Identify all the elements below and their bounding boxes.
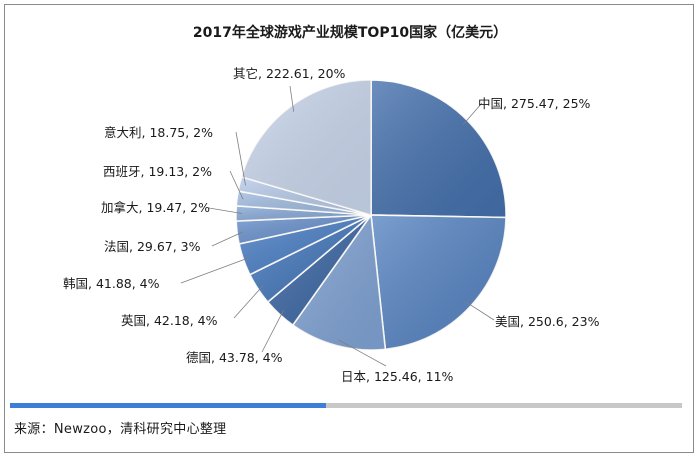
slice-label-2: 美国, 250.6, 23% [495, 314, 600, 329]
slice-label-1: 中国, 275.47, 25% [478, 96, 591, 111]
leader-lines [180, 85, 495, 367]
slice-label-11: 其它, 222.61, 20% [233, 66, 346, 81]
slice-label-8: 加拿大, 19.47, 2% [101, 200, 210, 215]
leader-line-9 [229, 170, 244, 200]
pie-slice-shade-6 [239, 215, 371, 275]
pie-slice-shade-2 [371, 215, 506, 350]
pie-slices [235, 79, 507, 351]
leader-line-4 [261, 309, 285, 353]
pie-slice-shade-8 [235, 205, 371, 221]
leader-line-7 [211, 231, 244, 247]
source-note: 来源：Newzoo，清科研究中心整理 [14, 422, 227, 437]
pie-slice-shade-3 [292, 215, 386, 351]
leader-line-5 [233, 285, 264, 319]
slice-label-10: 意大利, 18.75, 2% [104, 125, 213, 140]
leader-line-8 [208, 207, 243, 214]
progress-bar-fill [10, 403, 326, 408]
pie-slice-shade-7 [236, 215, 371, 244]
chart-title: 2017年全球游戏产业规模TOP10国家（亿美元） [193, 24, 507, 41]
slice-label-6: 韩国, 41.88, 4% [63, 276, 160, 291]
pie-slice-shade-1 [371, 80, 507, 218]
slice-label-4: 德国, 43.78, 4% [186, 350, 283, 365]
pie-slice-shade-5 [249, 215, 371, 303]
progress-bar [10, 403, 682, 408]
leader-line-2 [465, 301, 495, 321]
leader-line-1 [462, 102, 483, 125]
leader-line-10 [235, 131, 246, 186]
leader-line-6 [180, 257, 250, 284]
pie-slice-shade-4 [267, 215, 371, 326]
slice-label-9: 西班牙, 19.13, 2% [103, 164, 212, 179]
leader-line-11 [289, 85, 295, 112]
slice-label-5: 英国, 42.18, 4% [121, 313, 218, 328]
slice-label-7: 法国, 29.67, 3% [104, 239, 201, 254]
leader-line-3 [338, 339, 387, 367]
slice-label-3: 日本, 125.46, 11% [341, 369, 454, 384]
pie-slice-shade-11 [241, 80, 371, 215]
slice-labels: 中国, 275.47, 25% 美国, 250.6, 23% 日本, 125.46,… [63, 66, 600, 384]
